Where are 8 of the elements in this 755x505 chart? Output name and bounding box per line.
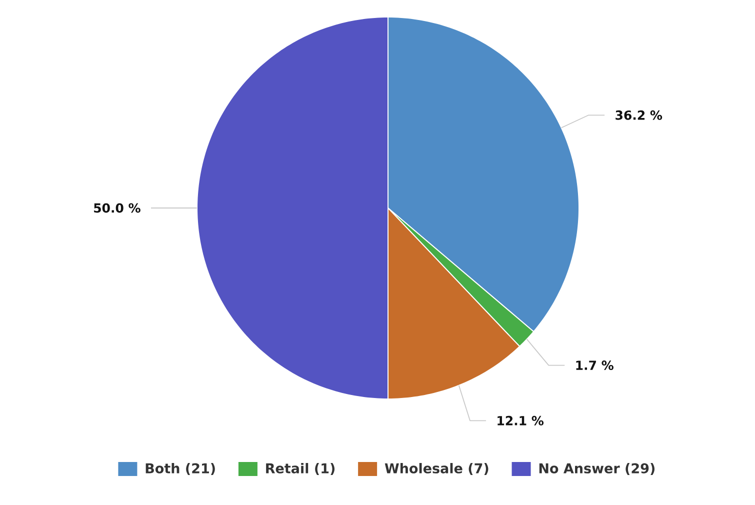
legend-label: Retail (1)	[266, 462, 335, 476]
data-label: 50.0 %	[94, 203, 140, 213]
data-label: 36.2 %	[616, 110, 662, 120]
legend-label: No Answer (29)	[539, 462, 654, 476]
data-label: 12.1 %	[498, 416, 544, 426]
legend-label: Wholesale (7)	[384, 462, 488, 476]
data-label: 1.7 %	[576, 360, 614, 370]
legend-label: Both (21)	[146, 462, 215, 476]
